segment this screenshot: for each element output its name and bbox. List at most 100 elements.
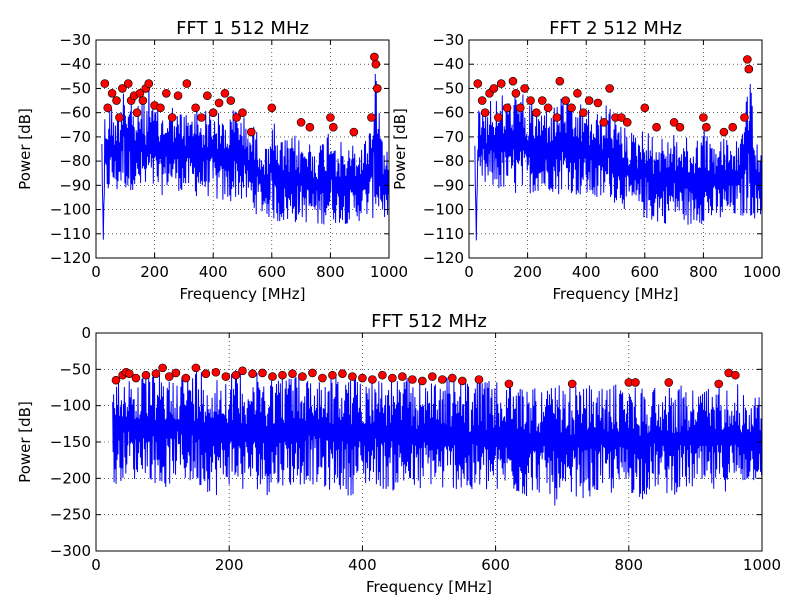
- y-tick-label: −50: [432, 79, 464, 97]
- x-tick-label: 1000: [743, 556, 781, 574]
- peak-marker: [699, 113, 708, 122]
- peak-marker: [173, 91, 183, 101]
- x-tick-label: 200: [140, 263, 169, 281]
- peak-marker: [115, 113, 124, 122]
- peak-marker: [158, 363, 167, 373]
- peak-marker: [728, 122, 738, 132]
- peak-marker: [348, 372, 357, 381]
- peak-marker: [370, 52, 379, 62]
- y-tick-label: −200: [50, 469, 91, 487]
- x-axis-label: Frequency [MHz]: [179, 285, 305, 303]
- peak-marker: [103, 103, 113, 113]
- peak-marker: [477, 96, 487, 105]
- peak-marker: [584, 96, 594, 105]
- x-tick-label: 600: [630, 263, 659, 281]
- peak-marker: [599, 118, 609, 127]
- peak-marker: [567, 379, 577, 389]
- peak-marker: [305, 122, 315, 132]
- chart-title: FFT 2 512 MHz: [549, 18, 682, 39]
- peak-marker: [162, 88, 171, 98]
- peak-marker: [138, 96, 148, 105]
- peak-marker: [197, 113, 206, 122]
- peak-marker: [520, 84, 529, 93]
- peak-marker: [372, 84, 382, 93]
- y-tick-label: −50: [59, 360, 91, 378]
- peak-marker: [191, 103, 200, 113]
- peak-marker: [378, 370, 387, 380]
- y-tick-label: −40: [432, 55, 464, 73]
- peak-marker: [731, 370, 740, 380]
- peak-marker: [714, 379, 724, 389]
- peak-marker: [156, 103, 165, 113]
- peak-marker: [473, 79, 483, 88]
- x-tick-label: 400: [348, 556, 377, 574]
- peak-marker: [214, 98, 224, 108]
- y-tick-label: −120: [423, 249, 464, 267]
- peak-marker: [349, 127, 359, 137]
- plot-frame: [95, 39, 390, 259]
- peak-marker: [371, 59, 381, 69]
- peak-marker: [567, 103, 576, 113]
- y-tick-label: −110: [50, 225, 91, 243]
- peak-marker: [561, 96, 570, 105]
- peak-marker: [502, 103, 512, 113]
- peak-marker: [428, 372, 437, 381]
- peak-marker: [268, 372, 277, 381]
- peak-marker: [238, 108, 247, 117]
- peak-marker: [555, 76, 565, 86]
- peak-marker: [593, 98, 603, 108]
- y-tick-label: −120: [50, 249, 91, 267]
- peak-marker: [438, 375, 447, 384]
- peak-marker: [232, 113, 241, 122]
- peak-marker: [617, 113, 626, 122]
- peak-marker: [744, 64, 754, 74]
- y-axis-label: Power [dB]: [16, 108, 34, 190]
- peak-marker: [532, 108, 541, 117]
- peak-marker: [221, 372, 231, 381]
- x-tick-label: 600: [257, 263, 286, 281]
- y-tick-label: −90: [59, 176, 91, 194]
- x-tick-label: 1000: [370, 263, 408, 281]
- peak-marker: [388, 373, 397, 383]
- peak-marker: [132, 108, 142, 117]
- peak-marker: [201, 369, 211, 378]
- y-tick-label: −110: [423, 225, 464, 243]
- peak-marker: [141, 370, 151, 380]
- spectrum-trace: [474, 84, 762, 241]
- peak-marker: [622, 118, 632, 127]
- peak-marker: [664, 378, 674, 387]
- x-tick-label: 600: [481, 556, 510, 574]
- x-tick-label: 0: [91, 556, 101, 574]
- x-tick-label: 800: [689, 263, 718, 281]
- peak-marker: [238, 366, 247, 376]
- peak-marker: [543, 103, 553, 113]
- peak-marker: [171, 368, 181, 378]
- x-tick-label: 200: [513, 263, 542, 281]
- peak-marker: [258, 368, 267, 378]
- peak-marker: [211, 367, 221, 377]
- peak-marker: [123, 79, 133, 88]
- peak-marker: [326, 113, 335, 122]
- x-tick-label: 200: [215, 556, 244, 574]
- spectrum-trace: [101, 73, 389, 240]
- y-tick-label: −250: [50, 506, 91, 524]
- peak-marker: [135, 88, 145, 98]
- y-tick-label: −80: [432, 152, 464, 170]
- y-tick-label: 0: [81, 324, 91, 342]
- y-tick-label: −300: [50, 542, 91, 560]
- x-axis-label: Frequency [MHz]: [366, 578, 492, 596]
- peak-marker: [278, 370, 287, 380]
- spectrum-trace: [112, 370, 762, 506]
- x-tick-label: 400: [572, 263, 601, 281]
- x-tick-label: 0: [464, 263, 474, 281]
- peak-marker: [368, 375, 377, 384]
- peak-marker: [208, 108, 218, 117]
- x-axis-label: Frequency [MHz]: [552, 285, 678, 303]
- y-tick-label: −90: [432, 176, 464, 194]
- chart-panel-3: 0 200 400 600 800 1000 −300 −250 −200 −150 −100 −50…: [16, 311, 781, 596]
- peak-marker: [508, 76, 518, 86]
- peak-marker: [231, 370, 241, 380]
- peak-marker: [144, 79, 154, 88]
- y-tick-label: −30: [432, 31, 464, 49]
- peak-marker: [493, 113, 503, 122]
